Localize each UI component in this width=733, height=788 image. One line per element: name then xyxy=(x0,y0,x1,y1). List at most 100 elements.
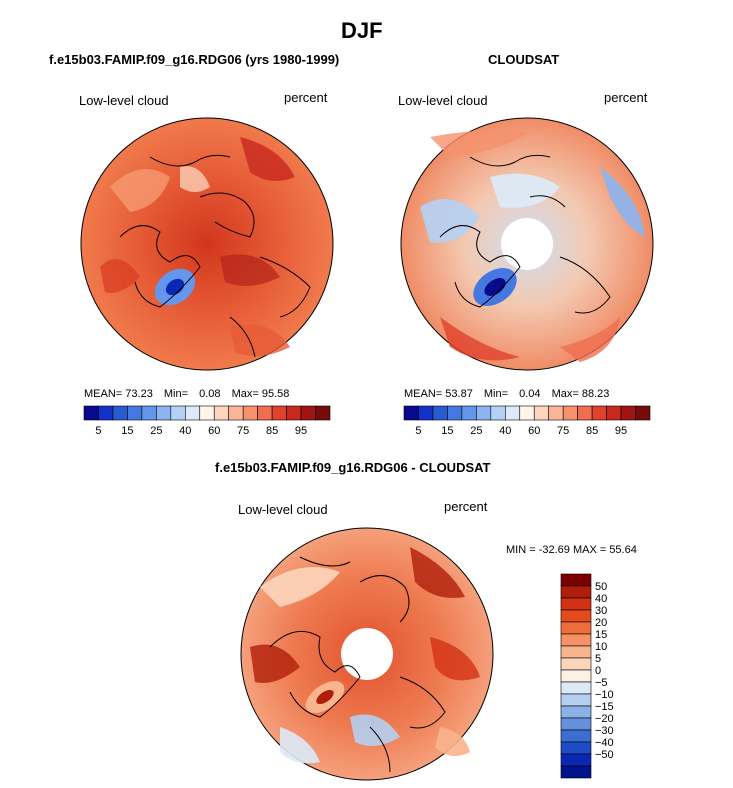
colorbar-swatch xyxy=(533,405,550,421)
colorbar-swatch xyxy=(560,573,592,587)
colorbar-swatch xyxy=(560,609,592,623)
colorbar-swatch xyxy=(403,405,419,421)
obs-panel-title: CLOUDSAT xyxy=(488,52,560,67)
diff-units-label: percent xyxy=(444,499,488,514)
model-cloud-contours xyxy=(100,137,295,356)
colorbar-swatch xyxy=(432,405,448,421)
colorbar-swatch xyxy=(548,405,564,421)
colorbar-swatch xyxy=(504,405,521,421)
model-max-value: 95.58 xyxy=(261,388,290,400)
colorbar-tick-label: 40 xyxy=(595,593,607,605)
colorbar-tick-label: 50 xyxy=(595,581,607,593)
colorbar-tick-label: 60 xyxy=(208,425,220,437)
diff-pole-hole xyxy=(341,628,393,680)
colorbar-swatch xyxy=(461,405,477,421)
colorbar-swatch xyxy=(562,405,578,421)
diff-greenland-feature xyxy=(305,681,345,713)
colorbar-swatch xyxy=(228,405,244,421)
obs-max-label: Max= xyxy=(551,388,579,400)
colorbar-swatch xyxy=(606,405,622,421)
colorbar-swatch xyxy=(170,405,186,421)
colorbar-tick-label: −50 xyxy=(595,749,614,761)
colorbar-swatch xyxy=(112,405,128,421)
colorbar-swatch xyxy=(476,405,492,421)
colorbar-swatch xyxy=(560,633,592,647)
colorbar-swatch xyxy=(591,405,607,421)
obs-colorbar: 5 15 25 40 60 75 85 95 xyxy=(403,405,651,437)
colorbar-swatch xyxy=(98,405,114,421)
diff-coastlines xyxy=(269,556,446,773)
colorbar-tick-label: 0 xyxy=(595,665,601,677)
colorbar-swatch xyxy=(300,405,316,421)
colorbar-tick-label: 95 xyxy=(615,425,627,437)
colorbar-swatch xyxy=(560,693,592,707)
colorbar-tick-label: −5 xyxy=(595,677,608,689)
colorbar-swatch xyxy=(560,753,592,767)
colorbar-tick-label: −15 xyxy=(595,701,614,713)
model-min-value: 0.08 xyxy=(199,388,221,400)
diff-minmax-label: MIN = -32.69 MAX = 55.64 xyxy=(506,544,637,556)
obs-units-label: percent xyxy=(604,90,648,105)
colorbar-swatch xyxy=(560,729,592,743)
colorbar-swatch xyxy=(83,405,99,421)
colorbar-tick-label: 5 xyxy=(415,425,421,437)
colorbar-tick-label: 95 xyxy=(295,425,307,437)
colorbar-tick-label: 75 xyxy=(237,425,249,437)
colorbar-swatch xyxy=(242,405,258,421)
diff-cloud-contours xyxy=(250,547,480,764)
colorbar-swatch xyxy=(560,669,592,683)
colorbar-tick-label: 40 xyxy=(179,425,191,437)
main-title: DJF xyxy=(341,18,383,43)
colorbar-swatch xyxy=(560,717,592,731)
model-min-label: Min= xyxy=(163,388,189,400)
obs-greenland-feature xyxy=(473,267,517,307)
colorbar-tick-label: −10 xyxy=(595,689,614,701)
obs-pole-hole xyxy=(501,218,553,270)
colorbar-swatch xyxy=(199,405,215,421)
colorbar-swatch xyxy=(213,405,230,421)
obs-max-value: 88.23 xyxy=(581,388,610,400)
colorbar-swatch xyxy=(271,405,287,421)
colorbar-swatch xyxy=(490,405,506,421)
model-units-label: percent xyxy=(284,90,328,105)
colorbar-tick-label: −30 xyxy=(595,725,614,737)
colorbar-tick-label: 15 xyxy=(121,425,133,437)
model-mean-value: 73.23 xyxy=(125,388,153,400)
obs-polar-map xyxy=(400,117,654,371)
colorbar-tick-label: 85 xyxy=(266,425,278,437)
model-polar-map xyxy=(80,117,334,371)
obs-cloud-contours xyxy=(420,130,645,362)
model-colorbar: 5 15 25 40 60 75 85 95 xyxy=(83,405,331,437)
colorbar-swatch xyxy=(560,765,592,779)
model-max-label: Max= xyxy=(231,388,259,400)
colorbar-tick-label: 75 xyxy=(557,425,569,437)
colorbar-tick-label: 20 xyxy=(595,617,607,629)
diff-panel-title: f.e15b03.FAMIP.f09_g16.RDG06 - CLOUDSAT xyxy=(215,460,491,475)
colorbar-tick-label: 40 xyxy=(499,425,511,437)
colorbar-swatch xyxy=(560,585,592,599)
colorbar-swatch xyxy=(418,405,434,421)
colorbar-tick-label: 5 xyxy=(595,653,601,665)
colorbar-tick-label: 15 xyxy=(441,425,453,437)
obs-min-label: Min= xyxy=(483,388,509,400)
colorbar-swatch xyxy=(447,405,463,421)
colorbar-tick-label: 25 xyxy=(470,425,482,437)
obs-min-value: 0.04 xyxy=(519,388,541,400)
obs-variable-label: Low-level cloud xyxy=(398,93,488,108)
colorbar-tick-label: 25 xyxy=(150,425,162,437)
colorbar-tick-label: 5 xyxy=(95,425,101,437)
colorbar-swatch xyxy=(560,657,592,671)
colorbar-tick-label: 60 xyxy=(528,425,540,437)
obs-coastlines xyxy=(439,154,611,314)
colorbar-swatch xyxy=(156,405,172,421)
model-greenland-feature xyxy=(154,268,196,306)
colorbar-swatch xyxy=(315,405,331,421)
colorbar-tick-label: 15 xyxy=(595,629,607,641)
colorbar-swatch xyxy=(286,405,302,421)
obs-mean-label: MEAN= xyxy=(404,388,443,400)
diff-polar-map xyxy=(240,527,494,781)
colorbar-swatch xyxy=(560,597,592,611)
colorbar-swatch xyxy=(519,405,535,421)
colorbar-swatch xyxy=(635,405,651,421)
obs-mean-value: 53.87 xyxy=(445,388,473,400)
